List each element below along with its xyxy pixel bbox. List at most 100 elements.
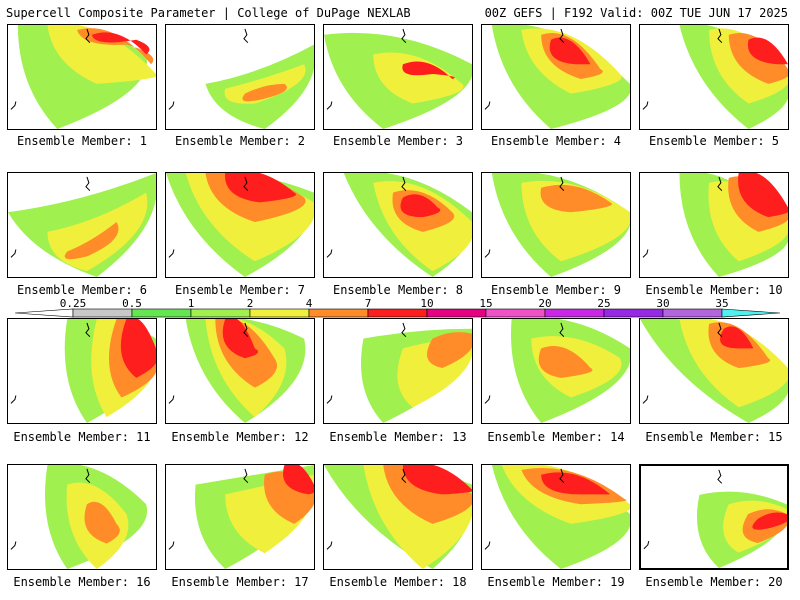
coastline <box>326 101 333 110</box>
ensemble-panel-16 <box>7 464 157 570</box>
contour-map <box>168 319 306 423</box>
ensemble-panel-8 <box>323 172 473 278</box>
coastline <box>85 28 91 44</box>
coastline <box>10 249 17 258</box>
panel-label: Ensemble Member: 10 <box>645 283 783 297</box>
contour-map <box>168 465 314 569</box>
coastline <box>401 28 407 44</box>
contour-map <box>324 465 472 569</box>
colorbar-tick-label: 1 <box>187 297 195 310</box>
panel-label: Ensemble Member: 18 <box>329 575 467 589</box>
ensemble-panel-18 <box>323 464 473 570</box>
ensemble-panel-17 <box>165 464 315 570</box>
colorbar-segment <box>544 308 605 318</box>
panel-label: Ensemble Member: 8 <box>332 283 464 297</box>
contour-map <box>168 28 314 129</box>
contour-fill <box>747 37 788 65</box>
colorbar-segment <box>308 308 369 318</box>
contour-fill <box>538 345 593 378</box>
contour-map <box>484 465 630 569</box>
coastline <box>484 249 491 258</box>
ensemble-panel-6 <box>7 172 157 278</box>
panel-label: Ensemble Member: 5 <box>648 134 780 148</box>
coastline <box>401 322 407 338</box>
coastline <box>717 176 723 192</box>
panel-label: Ensemble Member: 19 <box>487 575 625 589</box>
ensemble-panel-7 <box>165 172 315 278</box>
contour-fill <box>64 222 119 260</box>
colorbar-tick-label: 15 <box>479 297 493 310</box>
contour-fill <box>540 184 612 213</box>
coastline <box>326 249 333 258</box>
ensemble-panel-11 <box>7 318 157 424</box>
ensemble-panel-3 <box>323 24 473 130</box>
coastline <box>243 176 249 192</box>
colorbar-tick-label: 10 <box>420 297 434 310</box>
coastline <box>717 28 723 44</box>
contour-fill <box>541 472 613 495</box>
panel-label: Ensemble Member: 17 <box>171 575 309 589</box>
panel-label: Ensemble Member: 9 <box>490 283 622 297</box>
panel-label: Ensemble Member: 13 <box>329 430 467 444</box>
coastline <box>10 541 17 550</box>
colorbar-min-arrow <box>14 308 74 318</box>
contour-fill <box>84 501 120 544</box>
coastline <box>717 322 723 338</box>
contour-fill <box>400 194 441 218</box>
coastline <box>559 176 565 192</box>
coastline <box>642 101 649 110</box>
contour-map <box>326 322 472 423</box>
panel-label: Ensemble Member: 11 <box>13 430 151 444</box>
contour-fill <box>242 83 287 102</box>
coastline <box>85 468 91 484</box>
colorbar-tick-label: 0.25 <box>59 297 87 310</box>
coastline <box>326 541 333 550</box>
contour-fill <box>402 61 455 79</box>
contour-fill <box>91 32 150 55</box>
coastline <box>326 395 333 404</box>
contour-map <box>324 28 472 129</box>
page-title: Supercell Composite Parameter | College … <box>6 6 411 20</box>
colorbar-tick-label: 0.5 <box>122 297 142 310</box>
panel-label: Ensemble Member: 12 <box>171 430 309 444</box>
panel-label: Ensemble Member: 20 <box>645 575 783 589</box>
contour-fill <box>47 25 156 84</box>
colorbar-tick-label: 35 <box>715 297 729 310</box>
coastline <box>559 28 565 44</box>
colorbar-tick-label: 4 <box>305 297 313 310</box>
coastline <box>484 541 491 550</box>
contour-fill <box>373 52 464 104</box>
coastline <box>168 395 175 404</box>
contour-fill <box>549 37 594 65</box>
contour-fill <box>426 332 472 369</box>
colorbar <box>14 308 781 318</box>
coastline <box>243 322 249 338</box>
coastline <box>243 468 249 484</box>
contour-fill <box>738 173 788 218</box>
contour-map <box>326 173 472 277</box>
colorbar-segment <box>485 308 546 318</box>
coastline <box>484 395 491 404</box>
coastline <box>484 101 491 110</box>
ensemble-panel-13 <box>323 318 473 424</box>
panel-label: Ensemble Member: 3 <box>332 134 464 148</box>
panel-label: Ensemble Member: 6 <box>16 283 148 297</box>
contour-fill <box>720 326 757 349</box>
colorbar-tick-label: 25 <box>597 297 611 310</box>
panel-label: Ensemble Member: 15 <box>645 430 783 444</box>
colorbar-max-arrow <box>721 308 781 318</box>
ensemble-panel-15 <box>639 318 789 424</box>
coastline <box>559 322 565 338</box>
colorbar-tick-label: 30 <box>656 297 670 310</box>
panel-label: Ensemble Member: 14 <box>487 430 625 444</box>
coastline <box>717 469 723 484</box>
coastline <box>168 249 175 258</box>
colorbar-segment <box>72 308 133 318</box>
coastline <box>10 395 17 404</box>
coastline <box>642 249 649 258</box>
colorbar-segment <box>367 308 428 318</box>
colorbar-segment <box>131 308 192 318</box>
contour-map <box>484 173 630 277</box>
coastline <box>168 101 175 110</box>
contour-map <box>10 465 148 569</box>
